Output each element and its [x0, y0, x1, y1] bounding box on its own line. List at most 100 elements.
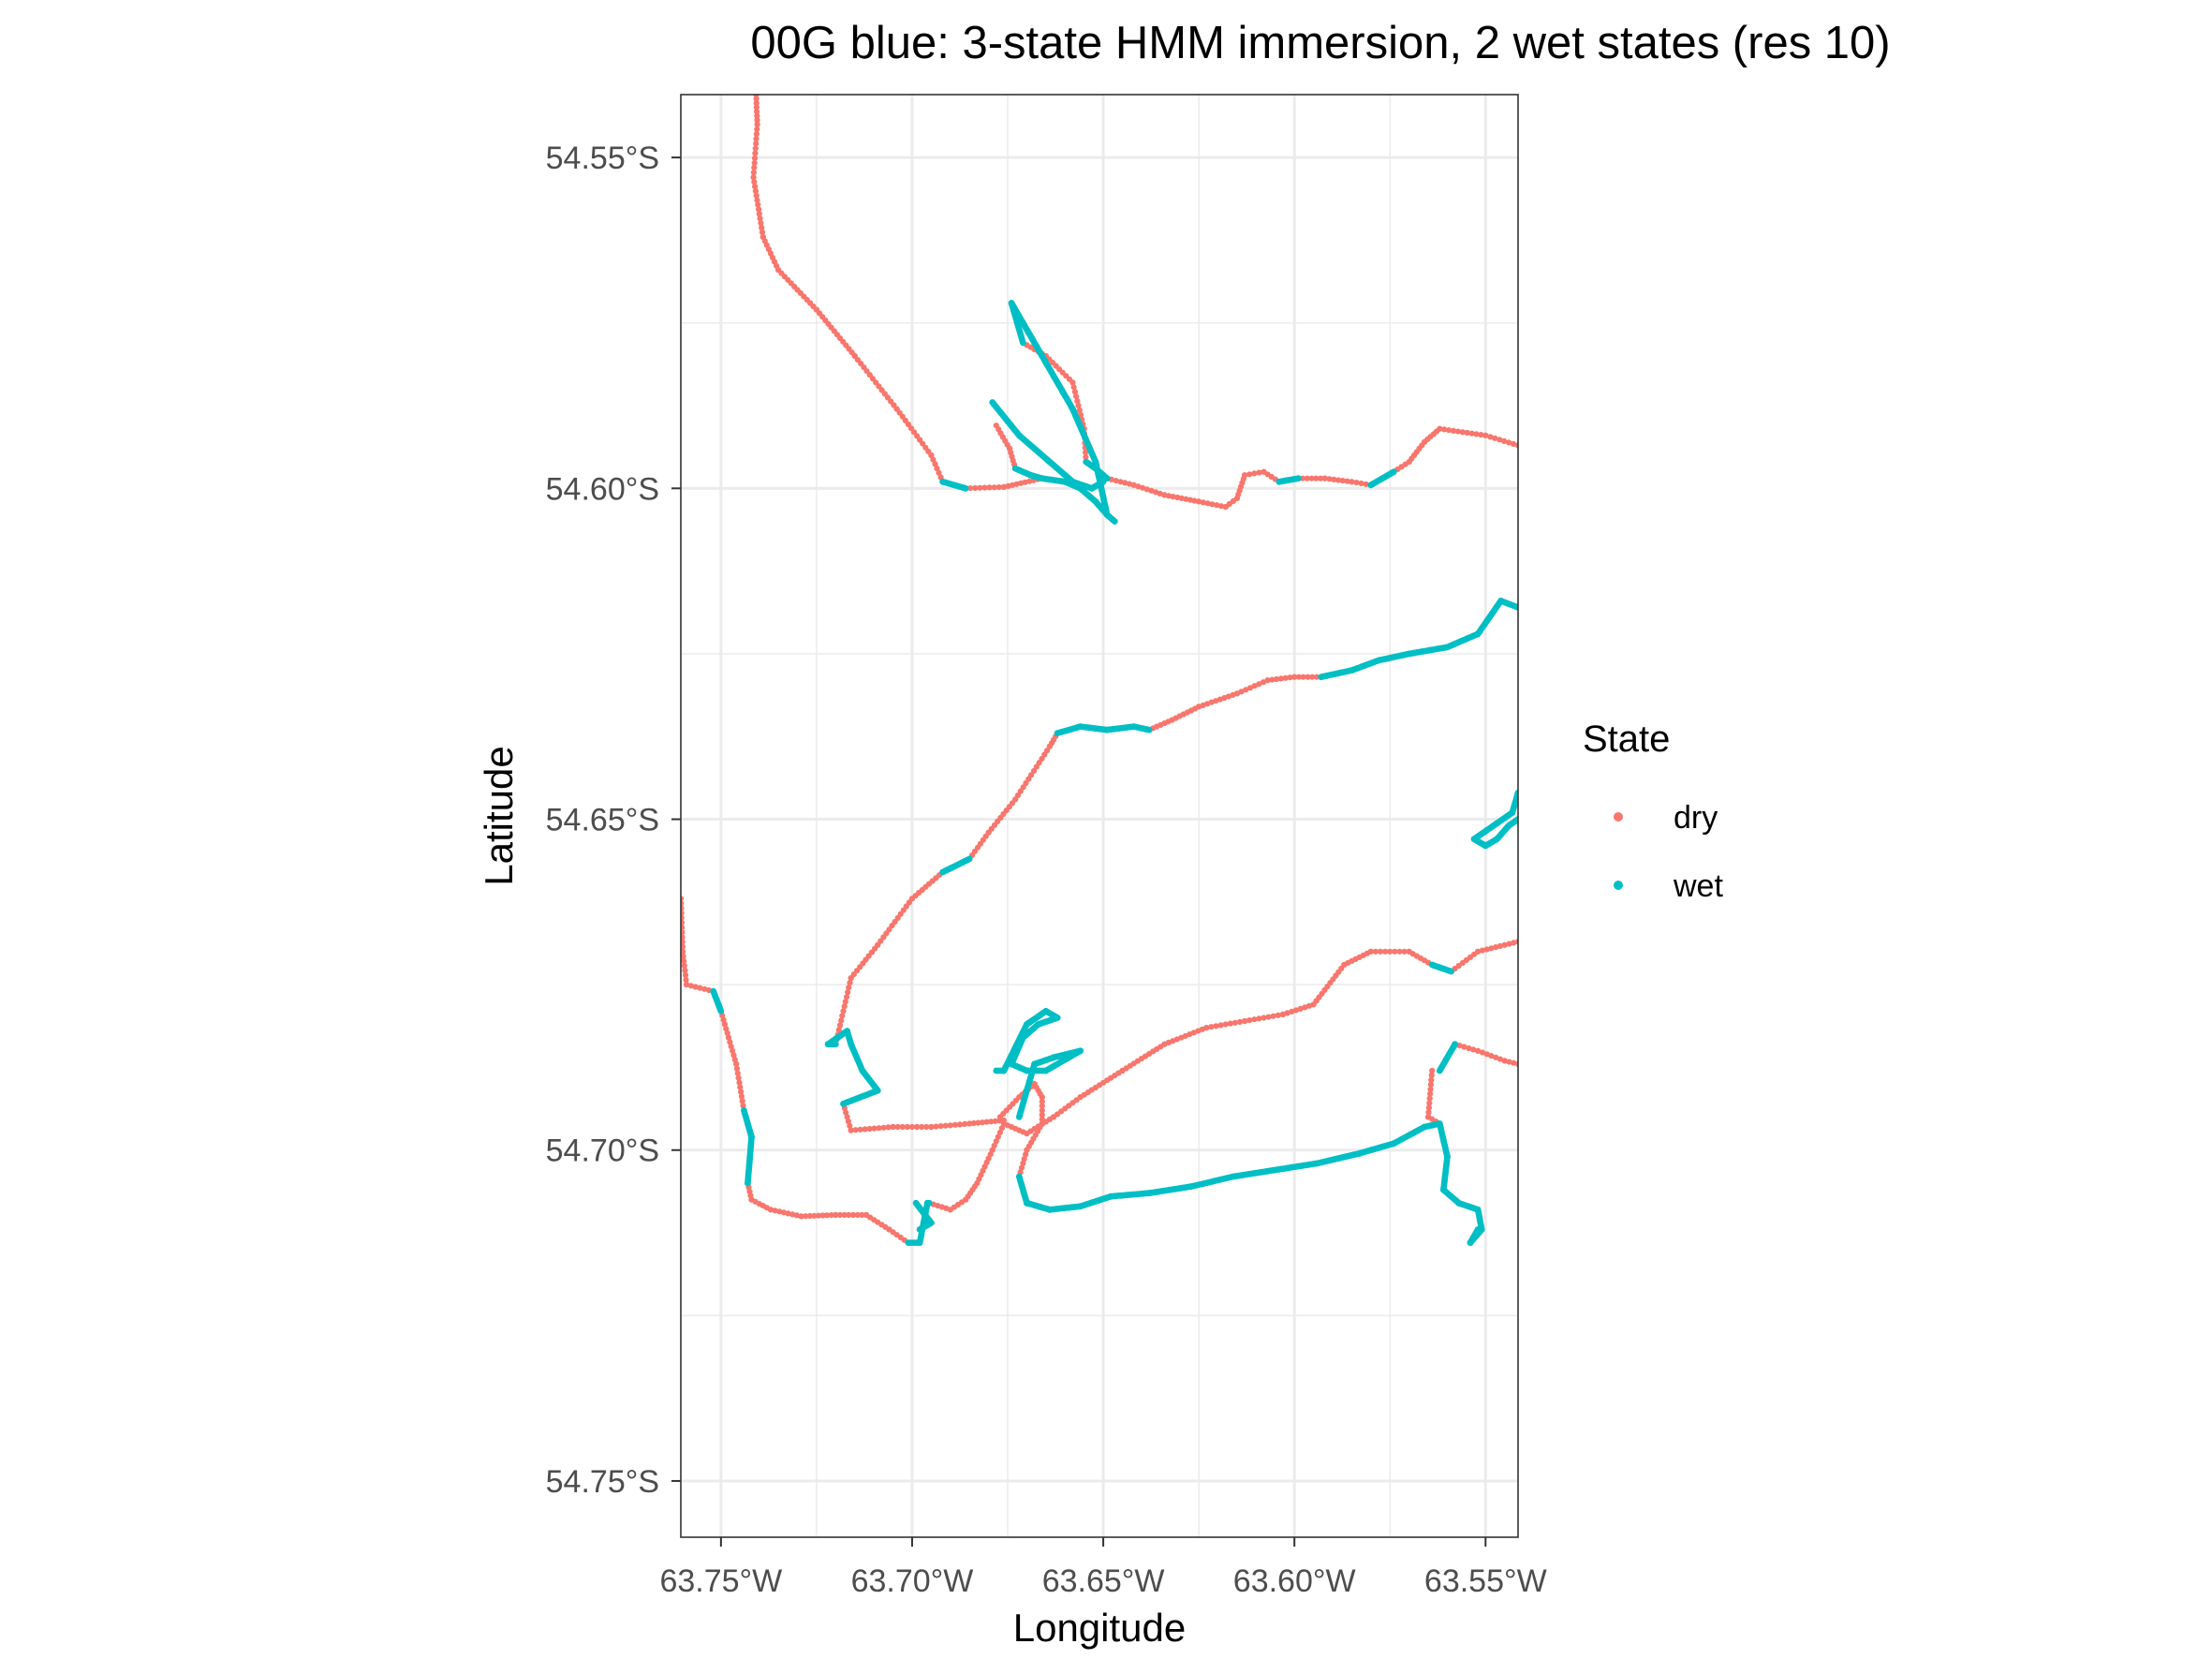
point-dry — [857, 1126, 863, 1133]
point-dry — [780, 1209, 788, 1216]
point-dry — [1372, 948, 1379, 955]
y-tick-label: 54.75°S — [546, 1464, 659, 1500]
y-tick-label: 54.65°S — [546, 803, 659, 838]
point-dry — [750, 174, 757, 181]
point-dry — [1261, 1015, 1267, 1021]
point-dry — [1039, 1103, 1045, 1109]
point-dry — [750, 170, 758, 176]
point-dry — [843, 994, 850, 1000]
point-dry — [1426, 1095, 1433, 1102]
point-dry — [1284, 1010, 1290, 1016]
point-dry — [738, 1089, 745, 1095]
point-wet — [1514, 604, 1518, 611]
point-dry — [1157, 490, 1163, 497]
point-dry — [1122, 480, 1128, 486]
point-dry — [757, 215, 763, 222]
point-dry — [1214, 502, 1220, 509]
point-dry — [1506, 439, 1512, 446]
point-wet — [1390, 468, 1397, 476]
point-wet — [925, 1199, 933, 1207]
point-dry — [730, 1052, 737, 1059]
point-wet — [1020, 339, 1026, 347]
point-dry — [755, 201, 761, 208]
point-wet — [1145, 726, 1153, 733]
x-tick-label: 63.65°W — [1042, 1563, 1165, 1599]
point-dry — [1488, 1053, 1495, 1059]
point-dry — [1208, 1024, 1215, 1030]
point-dry — [1242, 472, 1248, 479]
point-dry — [754, 112, 760, 119]
point-wet — [1103, 475, 1111, 482]
point-dry — [1292, 1007, 1299, 1014]
point-dry — [1479, 947, 1485, 954]
point-dry — [1073, 393, 1080, 400]
legend-label-dry: dry — [1674, 800, 1718, 836]
point-dry — [723, 1026, 730, 1032]
point-dry — [1264, 677, 1271, 684]
point-dry — [1209, 501, 1216, 508]
point-dry — [1069, 379, 1076, 386]
point-dry — [1222, 1021, 1229, 1028]
point-dry — [1077, 411, 1084, 418]
point-dry — [1450, 427, 1457, 434]
point-dry — [1251, 683, 1258, 689]
point-dry — [836, 1022, 844, 1029]
x-tick-label: 63.75°W — [659, 1563, 782, 1599]
point-dry — [828, 1212, 834, 1219]
point-dry — [937, 1123, 944, 1130]
point-dry — [1475, 948, 1482, 955]
point-dry — [894, 1123, 901, 1131]
point-dry — [701, 985, 708, 992]
point-dry — [754, 126, 760, 132]
point-dry — [681, 929, 686, 936]
point-dry — [1501, 1058, 1508, 1064]
point-dry — [1326, 476, 1333, 482]
point-dry — [1039, 1107, 1045, 1114]
point-dry — [1501, 941, 1508, 948]
point-dry — [1427, 1081, 1434, 1088]
point-dry — [1213, 1023, 1219, 1029]
point-dry — [753, 100, 759, 107]
point-dry — [1367, 948, 1374, 955]
point-dry — [1243, 687, 1249, 693]
point-dry — [1170, 494, 1176, 500]
point-dry — [739, 1098, 745, 1104]
point-dry — [811, 1212, 818, 1219]
point-dry — [1510, 440, 1517, 447]
point-dry — [1074, 398, 1081, 405]
point-dry — [684, 982, 690, 988]
legend-item-wet: wet — [1614, 868, 1723, 904]
point-dry — [847, 1122, 853, 1129]
point-dry — [682, 971, 689, 979]
point-dry — [876, 1125, 882, 1132]
chart-title: 00G blue: 3-state HMM immersion, 2 wet s… — [750, 18, 1890, 68]
point-dry — [1148, 487, 1155, 494]
point-dry — [681, 910, 685, 916]
point-dry — [1242, 1017, 1248, 1025]
point-dry — [1401, 948, 1408, 955]
point-dry — [752, 187, 759, 195]
point-dry — [1039, 755, 1045, 763]
point-dry — [1344, 478, 1350, 484]
point-dry — [1392, 948, 1398, 955]
point-dry — [1426, 1100, 1433, 1106]
point-dry — [824, 1212, 831, 1219]
point-dry — [866, 1125, 873, 1133]
point-dry — [1377, 948, 1384, 955]
point-dry — [681, 953, 686, 959]
legend-label-wet: wet — [1673, 868, 1723, 904]
point-dry — [1014, 792, 1022, 799]
point-dry — [681, 957, 687, 964]
point-dry — [852, 1127, 859, 1133]
point-dry — [983, 1118, 990, 1125]
point-dry — [933, 1123, 939, 1130]
y-axis: 54.55°S 54.60°S 54.65°S 54.70°S 54.75°S — [546, 141, 681, 1500]
point-dry — [1174, 494, 1181, 501]
point-dry — [1511, 1059, 1517, 1066]
point-dry — [993, 1138, 999, 1145]
point-dry — [806, 1212, 813, 1220]
point-dry — [727, 1039, 733, 1045]
point-dry — [720, 1016, 727, 1023]
point-dry — [967, 485, 974, 492]
point-dry — [951, 1121, 959, 1128]
